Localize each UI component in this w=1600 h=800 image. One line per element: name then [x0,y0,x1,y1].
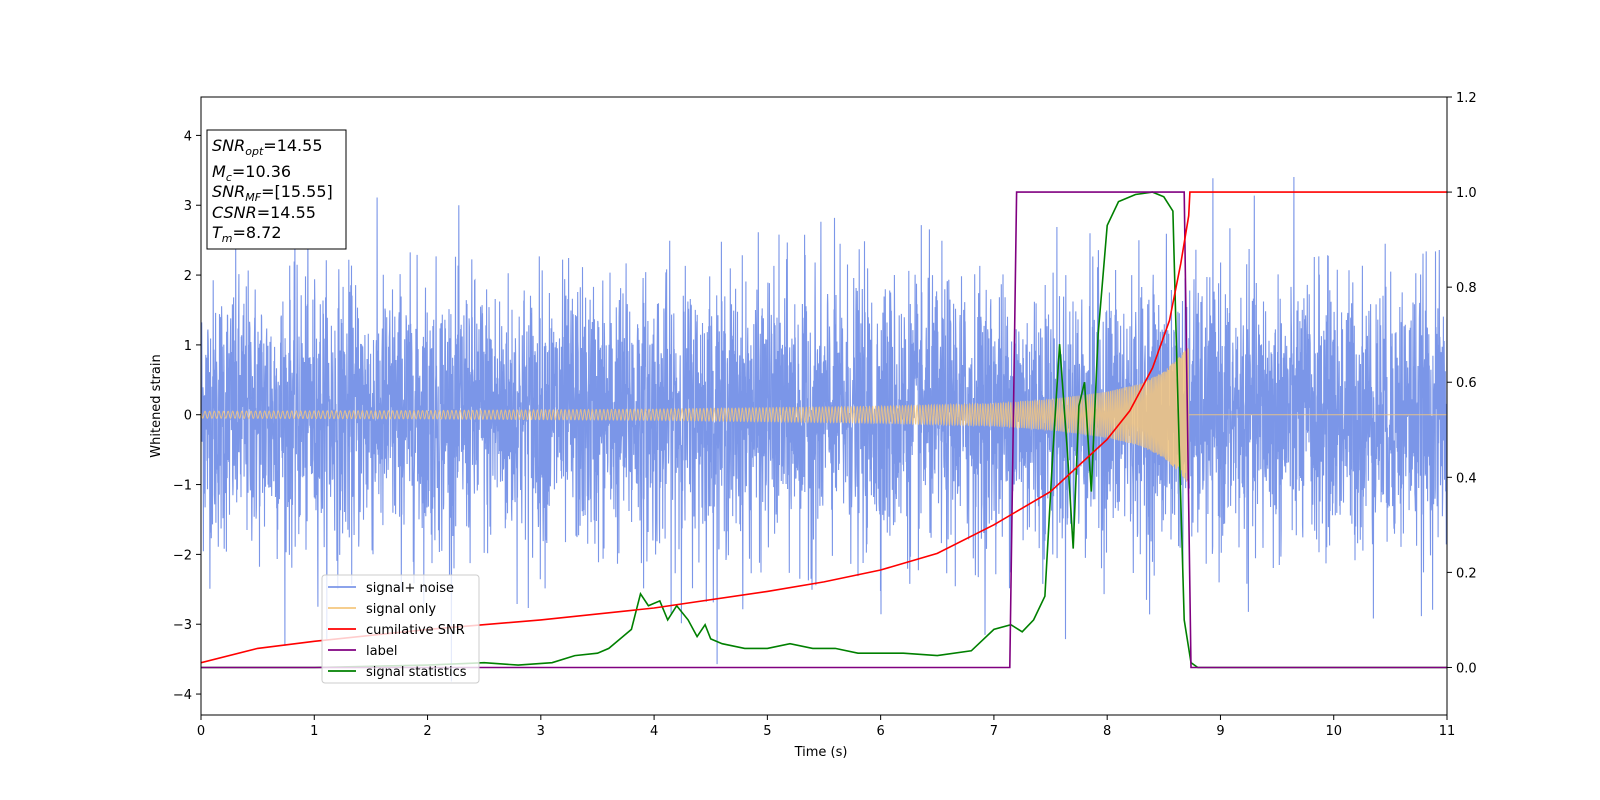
y-tick-label: −3 [173,618,192,633]
y2-tick-label: 1.0 [1456,186,1477,201]
y-axis-ticks: −4 −3 −2 −1 0 1 2 3 4 [173,129,201,703]
y-tick-label: −1 [173,479,192,494]
x-tick-label: 8 [1103,724,1111,739]
y-tick-label: −4 [173,688,192,703]
x-tick-label: 7 [990,724,998,739]
legend: signal+ noise signal only cumilative SNR la… [321,574,480,684]
info-box-line: Tm=8.72 [212,223,282,245]
signal-only-line [201,348,1447,484]
signal-only-series [201,348,1447,484]
info-box-line: Mc=10.36 [212,162,291,184]
y2-tick-label: 0.4 [1456,471,1477,486]
y-axis-label: Whitened strain [149,354,164,457]
signal-noise-line [201,176,1447,682]
y-tick-label: 3 [184,199,192,214]
x-tick-label: 3 [537,724,545,739]
signal-noise-series [201,176,1447,682]
x-tick-label: 10 [1325,724,1342,739]
info-box-line: SNRopt=14.55 [212,136,323,158]
y2-tick-label: 0.8 [1456,281,1477,296]
plot-area [201,176,1447,682]
x-tick-label: 1 [310,724,318,739]
y-tick-label: 0 [184,409,192,424]
signal-statistics-line [201,191,1447,669]
y2-tick-label: 1.2 [1456,91,1477,106]
y2-tick-label: 0.6 [1456,376,1477,391]
info-box-line: CSNR=14.55 [212,203,316,222]
legend-label: signal only [366,602,436,617]
legend-label: signal statistics [366,665,467,680]
legend-label: cumilative SNR [366,623,465,638]
info-box-line: SNRMF=[15.55] [212,182,333,204]
y-tick-label: −2 [173,548,192,563]
info-box: SNRopt=14.55 Mc=10.36SNRMF=[15.55]CSNR=14… [206,129,347,250]
x-axis-ticks: 0 1 2 3 4 5 6 7 8 9 10 11 [197,715,1455,739]
x-tick-label: 2 [423,724,431,739]
x-axis-label: Time (s) [794,745,848,760]
x-tick-label: 0 [197,724,205,739]
y2-axis-ticks: 0.0 0.2 0.4 0.6 0.8 1.0 1.2 [1447,91,1477,676]
x-tick-label: 4 [650,724,658,739]
y2-tick-label: 0.2 [1456,566,1477,581]
x-tick-label: 11 [1439,724,1456,739]
plot-frame [200,96,1448,716]
y-tick-label: 2 [184,269,192,284]
legend-label: label [366,644,397,659]
x-tick-label: 9 [1216,724,1224,739]
x-tick-label: 5 [763,724,771,739]
x-tick-label: 6 [876,724,884,739]
label-line [201,191,1447,669]
y-tick-label: 1 [184,339,192,354]
y-tick-label: 4 [184,129,192,144]
legend-label: signal+ noise [366,581,454,596]
y2-tick-label: 0.0 [1456,661,1477,676]
